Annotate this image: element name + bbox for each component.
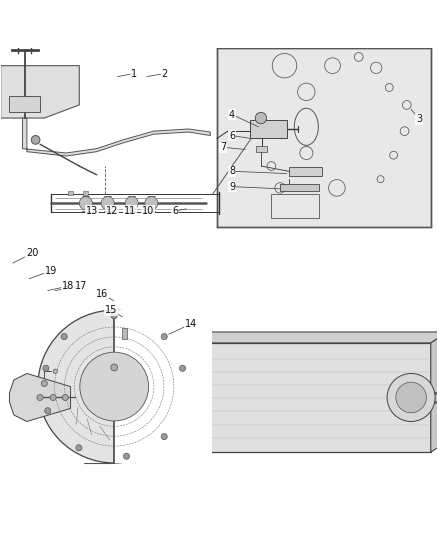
Circle shape [45, 408, 51, 414]
Text: 12: 12 [106, 206, 118, 216]
Circle shape [161, 334, 167, 340]
Circle shape [124, 453, 130, 459]
Text: 6: 6 [229, 131, 235, 141]
Bar [68, 191, 73, 195]
Text: 18: 18 [62, 281, 74, 291]
Polygon shape [114, 310, 212, 463]
Circle shape [255, 112, 267, 124]
Text: 11: 11 [124, 206, 136, 216]
Text: 17: 17 [75, 281, 88, 291]
Circle shape [80, 352, 148, 421]
Polygon shape [188, 332, 438, 343]
Text: 6: 6 [172, 206, 178, 216]
Text: 1: 1 [131, 69, 137, 78]
Circle shape [79, 197, 92, 210]
Bar [122, 328, 127, 339]
Text: 14: 14 [184, 319, 197, 329]
Text: 8: 8 [229, 166, 235, 176]
Circle shape [61, 334, 67, 340]
Circle shape [101, 197, 114, 210]
Polygon shape [22, 118, 210, 156]
FancyBboxPatch shape [289, 166, 321, 176]
FancyBboxPatch shape [188, 343, 431, 452]
Text: 2: 2 [161, 69, 168, 78]
Polygon shape [1, 66, 79, 118]
Circle shape [76, 445, 82, 451]
Circle shape [111, 313, 117, 319]
Circle shape [31, 135, 40, 144]
Circle shape [37, 394, 43, 400]
Circle shape [62, 394, 68, 400]
Text: 4: 4 [229, 110, 235, 119]
FancyBboxPatch shape [280, 183, 319, 191]
Circle shape [111, 364, 118, 371]
Circle shape [180, 365, 186, 372]
Circle shape [50, 394, 56, 400]
Text: 10: 10 [142, 206, 154, 216]
Text: 9: 9 [229, 182, 235, 191]
Text: 20: 20 [26, 248, 38, 259]
Circle shape [41, 381, 47, 386]
Text: 13: 13 [86, 206, 99, 216]
Text: 7: 7 [220, 142, 226, 152]
Text: 3: 3 [416, 114, 422, 124]
Bar [256, 146, 267, 152]
Circle shape [161, 433, 167, 440]
Text: 16: 16 [96, 289, 109, 299]
Circle shape [43, 365, 49, 372]
Polygon shape [10, 374, 71, 422]
Circle shape [38, 310, 191, 463]
Circle shape [125, 197, 138, 210]
Polygon shape [431, 332, 438, 452]
Bar [14, 384, 38, 410]
Bar [272, 195, 319, 219]
Text: 19: 19 [45, 266, 57, 276]
Circle shape [145, 197, 158, 210]
Bar [250, 120, 287, 138]
Circle shape [396, 382, 426, 413]
Circle shape [387, 374, 435, 422]
Bar [83, 191, 88, 195]
Bar [10, 96, 40, 111]
Polygon shape [217, 48, 431, 227]
Circle shape [53, 369, 57, 374]
Text: 15: 15 [105, 305, 117, 315]
